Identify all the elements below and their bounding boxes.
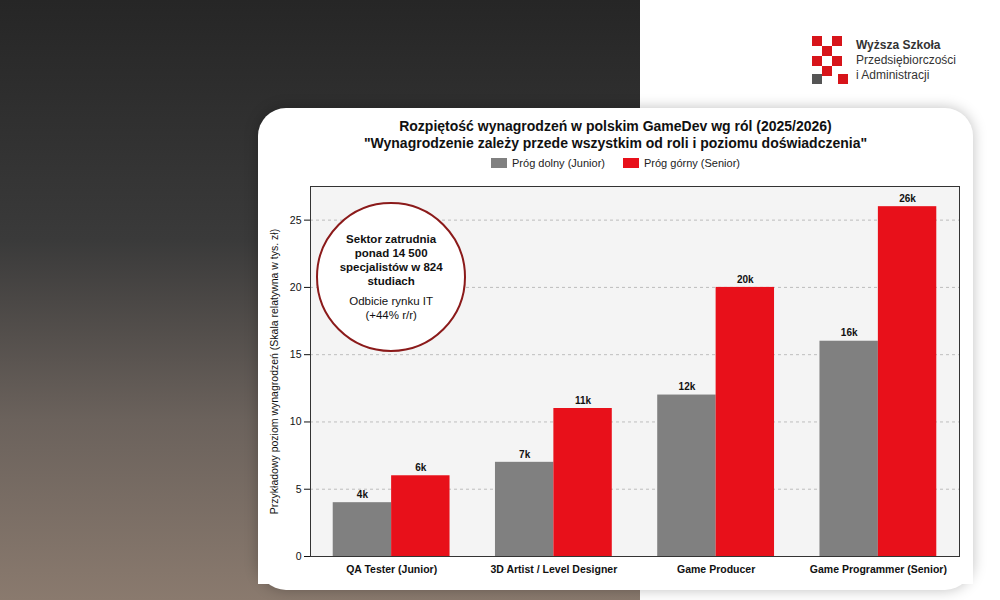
html-text:Odbicie rynku IT (+44% r/r): Odbicie rynku IT (+44% r/r) bbox=[349, 295, 433, 321]
svg-text:11k: 11k bbox=[575, 395, 592, 406]
html-text:Próg górny (Senior): Próg górny (Senior) bbox=[644, 157, 740, 169]
html-text:i Administracji: i Administracji bbox=[856, 67, 930, 82]
svg-text:15: 15 bbox=[290, 348, 302, 360]
svg-text:16k: 16k bbox=[841, 327, 858, 338]
svg-text:4k: 4k bbox=[357, 489, 369, 500]
html-text:Przedsiębiorczości: Przedsiębiorczości bbox=[856, 52, 956, 67]
svg-text:3D Artist / Level Designer: 3D Artist / Level Designer bbox=[490, 563, 617, 575]
svg-text:10: 10 bbox=[290, 415, 302, 427]
svg-text:Przykładowy poziom wynagrodzeń: Przykładowy poziom wynagrodzeń (Skala re… bbox=[268, 229, 280, 514]
svg-text:0: 0 bbox=[296, 550, 302, 562]
html-text:Rozpiętość wynagrodzeń w polsk: Rozpiętość wynagrodzeń w polskim GameDev… bbox=[399, 118, 832, 134]
svg-text:Game Programmer (Senior): Game Programmer (Senior) bbox=[810, 563, 947, 575]
svg-text:6k: 6k bbox=[415, 462, 427, 473]
svg-text:7k: 7k bbox=[519, 449, 531, 460]
html-text:"Wynagrodzenie zależy przede w: "Wynagrodzenie zależy przede wszystkim o… bbox=[363, 135, 868, 151]
html-text:Wyższa Szkoła: Wyższa Szkoła bbox=[856, 37, 941, 52]
svg-text:26k: 26k bbox=[899, 193, 916, 204]
svg-text:25: 25 bbox=[290, 213, 302, 225]
svg-text:QA Tester (Junior): QA Tester (Junior) bbox=[346, 563, 437, 575]
svg-text:20k: 20k bbox=[737, 274, 754, 285]
html-text:Próg dolny (Junior): Próg dolny (Junior) bbox=[512, 157, 605, 169]
svg-text:Game Producer: Game Producer bbox=[677, 563, 755, 575]
svg-text:20: 20 bbox=[290, 281, 302, 293]
html-text:Sektor zatrudnia ponad 14 500: Sektor zatrudnia ponad 14 500 specjalist… bbox=[339, 233, 443, 287]
svg-text:5: 5 bbox=[296, 483, 302, 495]
svg-text:12k: 12k bbox=[679, 381, 696, 392]
